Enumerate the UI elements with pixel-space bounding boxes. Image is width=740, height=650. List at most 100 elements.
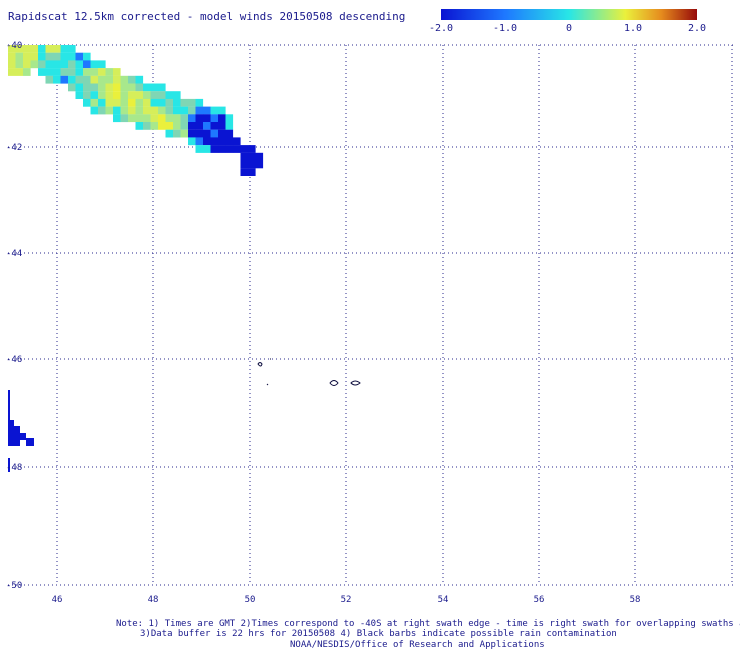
swath-cell (203, 145, 211, 153)
swath-cell (120, 91, 129, 99)
swath-cell (218, 145, 226, 153)
swath-cell (53, 75, 61, 84)
swath-cell (90, 75, 99, 84)
swath-cell (158, 122, 166, 130)
swath-cell (210, 106, 219, 115)
footnote-line: Note: 1) Times are GMT 2)Times correspon… (116, 619, 740, 629)
swath-cell (135, 98, 144, 107)
swath-cell (68, 52, 76, 61)
island-outline (329, 380, 339, 386)
swath-cell (120, 75, 129, 84)
swath-cell (218, 114, 226, 123)
swath-cell (165, 122, 174, 130)
swath-cell (38, 68, 46, 76)
lat-label: -48 (6, 463, 22, 473)
swath-cell (120, 98, 129, 107)
swath-cell (75, 52, 84, 61)
swath-cell (90, 106, 99, 115)
swath-cell (150, 122, 159, 130)
swath-cell (173, 106, 181, 115)
swath-cell (158, 106, 166, 115)
swath-cell (195, 98, 204, 107)
swath-cell (75, 83, 84, 92)
swath-cell (180, 98, 189, 107)
swath-cell (180, 106, 189, 115)
swath-cell (188, 122, 196, 130)
colorbar-label: 2.0 (688, 23, 706, 34)
swath-cell (83, 83, 91, 92)
swath-cell (218, 106, 226, 115)
swath-cell (173, 129, 181, 138)
footnotes: Note: 1) Times are GMT 2)Times correspon… (116, 619, 740, 650)
swath-cell (98, 106, 106, 115)
swath-cell (128, 114, 136, 123)
swath-cell (188, 129, 196, 138)
map-grid (8, 44, 735, 586)
swath-cell (60, 52, 69, 61)
swath-cell (30, 52, 39, 61)
swath-cell (180, 129, 189, 138)
swath-cell (128, 106, 136, 115)
swath-cell (195, 145, 204, 153)
swath-cell (195, 137, 204, 146)
swath-cell (218, 129, 226, 138)
swath-cell (15, 52, 24, 61)
swath-cell (98, 91, 106, 99)
swath-cell (8, 60, 16, 69)
lat-label: -46 (6, 355, 22, 365)
lat-label: -44 (6, 249, 22, 259)
swath-cell (173, 122, 181, 130)
swath-cell (38, 60, 46, 69)
swath-cell (233, 137, 241, 146)
swath-cell (30, 60, 39, 69)
swath-cell (143, 106, 151, 115)
colorbar-gradient (441, 9, 697, 20)
swath-cell (150, 114, 159, 123)
swath-cell (173, 98, 181, 107)
swath-cell (135, 75, 144, 84)
swath-cell (113, 114, 121, 123)
swath-cell (150, 106, 159, 115)
swath-cell (14, 426, 20, 446)
lon-label: 54 (438, 595, 449, 605)
swath-cell (165, 129, 174, 138)
map-title: Rapidscat 12.5km corrected - model winds… (8, 10, 405, 23)
lon-label: 58 (630, 595, 641, 605)
swath-cell (105, 75, 114, 84)
swath-cell (143, 83, 151, 92)
swath-cell (53, 68, 61, 76)
swath-cell (158, 98, 166, 107)
swath-cell (150, 91, 159, 99)
swath-cell (120, 114, 129, 123)
swath-cell (45, 45, 54, 53)
swath-cell (15, 60, 24, 69)
swath-cell (98, 83, 106, 92)
swath-cell (60, 45, 69, 53)
swath-cell (195, 122, 204, 130)
swath-cell (225, 114, 234, 123)
swath-cell (105, 98, 114, 107)
swath-cell (240, 145, 249, 153)
swath-cell (83, 68, 91, 76)
swath-cell (240, 168, 249, 176)
lat-labels: -40 -42 -44 -46 -48 -50 (6, 41, 22, 591)
swath-cell (203, 114, 211, 123)
swath-cell (8, 420, 14, 446)
swath-cell (240, 160, 249, 169)
swath-cell (203, 137, 211, 146)
swath-cell (165, 114, 174, 123)
swath-cell (165, 106, 174, 115)
footnote-line: NOAA/NESDIS/Office of Research and Appli… (290, 640, 545, 650)
colorbar-label: -1.0 (493, 23, 517, 34)
swath-cell (60, 60, 69, 69)
lat-label: -50 (6, 581, 22, 591)
swath-cell (210, 145, 219, 153)
lon-labels: 46 48 50 52 54 56 58 (52, 595, 641, 605)
swath-cell (38, 52, 46, 61)
swath-cell (143, 91, 151, 99)
swath-cell (180, 122, 189, 130)
swath-cell (90, 60, 99, 69)
swath-cell (128, 75, 136, 84)
swath-cell (23, 68, 31, 76)
swath-cell (203, 106, 211, 115)
